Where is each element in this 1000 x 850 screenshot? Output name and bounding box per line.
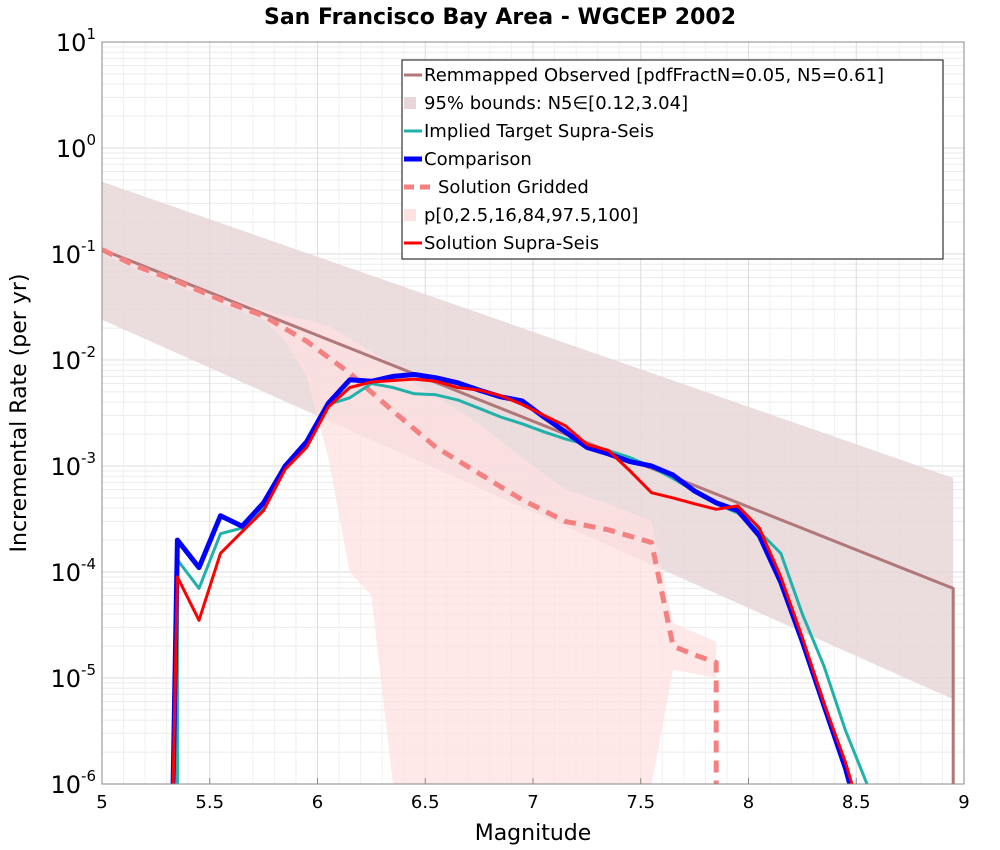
series-line-6: [171, 377, 854, 784]
x-tick-label: 7.5: [626, 792, 655, 813]
x-tick-label: 5.5: [195, 792, 224, 813]
legend-label: Comparison: [424, 149, 532, 170]
legend-label: p[0,2.5,16,84,97.5,100]: [424, 205, 638, 226]
legend-label: Solution Gridded: [438, 177, 589, 198]
series-band-5: [102, 245, 717, 784]
y-tick-base: 10: [50, 559, 81, 587]
y-tick-label: 10-6: [50, 767, 96, 799]
y-tick-label: 100: [56, 131, 96, 163]
x-tick-label: 8.5: [842, 792, 871, 813]
y-tick-base: 10: [50, 771, 81, 799]
x-tick-label: 7: [527, 792, 538, 813]
y-axis-label: Incremental Rate (per yr): [7, 274, 32, 553]
legend-label: 95% bounds: N5∈[0.12,3.04]: [424, 93, 688, 114]
legend-label: Remmapped Observed [pdfFractN=0.05, N5=0…: [424, 65, 884, 86]
y-tick-label: 10-1: [50, 237, 96, 269]
y-tick-base: 10: [50, 241, 81, 269]
y-tick-exponent: -5: [81, 661, 96, 679]
legend-swatch: [404, 97, 416, 109]
x-tick-label: 8: [743, 792, 754, 813]
y-tick-base: 10: [56, 29, 87, 57]
x-axis-ticks: 5 5.5 6 6.5 7 7.5 8 8.5 9: [96, 778, 970, 813]
legend-label: Solution Supra-Seis: [424, 233, 599, 254]
x-axis-label: Magnitude: [475, 821, 592, 846]
legend: Remmapped Observed [pdfFractN=0.05, N5=0…: [401, 59, 944, 260]
y-tick-exponent: -3: [81, 449, 96, 467]
y-tick-exponent: 1: [86, 25, 96, 43]
y-tick-base: 10: [50, 347, 81, 375]
legend-box: [401, 59, 944, 260]
chart-title: San Francisco Bay Area - WGCEP 2002: [264, 5, 736, 30]
series-band-1: [102, 181, 954, 700]
plot-area: [102, 181, 955, 784]
y-tick-base: 10: [50, 665, 81, 693]
y-tick-label: 10-4: [50, 555, 96, 587]
y-tick-label: 10-5: [50, 661, 96, 693]
x-tick-label: 6: [312, 792, 323, 813]
series-line-4: [102, 247, 719, 784]
y-tick-exponent: -1: [81, 237, 96, 255]
y-tick-exponent: 0: [86, 131, 96, 149]
y-tick-base: 10: [56, 135, 87, 163]
series-line-0: [102, 248, 955, 784]
x-tick-label: 9: [958, 792, 969, 813]
legend-label: Implied Target Supra-Seis: [424, 121, 654, 142]
legend-swatch: [404, 209, 416, 221]
y-tick-exponent: -4: [81, 555, 96, 573]
y-tick-exponent: -6: [81, 767, 96, 785]
x-tick-label: 6.5: [411, 792, 440, 813]
y-tick-base: 10: [50, 453, 81, 481]
y-tick-label: 10-2: [50, 343, 96, 375]
y-tick-label: 101: [56, 25, 96, 57]
x-tick-label: 5: [96, 792, 107, 813]
y-tick-exponent: -2: [81, 343, 96, 361]
y-tick-label: 10-3: [50, 449, 96, 481]
